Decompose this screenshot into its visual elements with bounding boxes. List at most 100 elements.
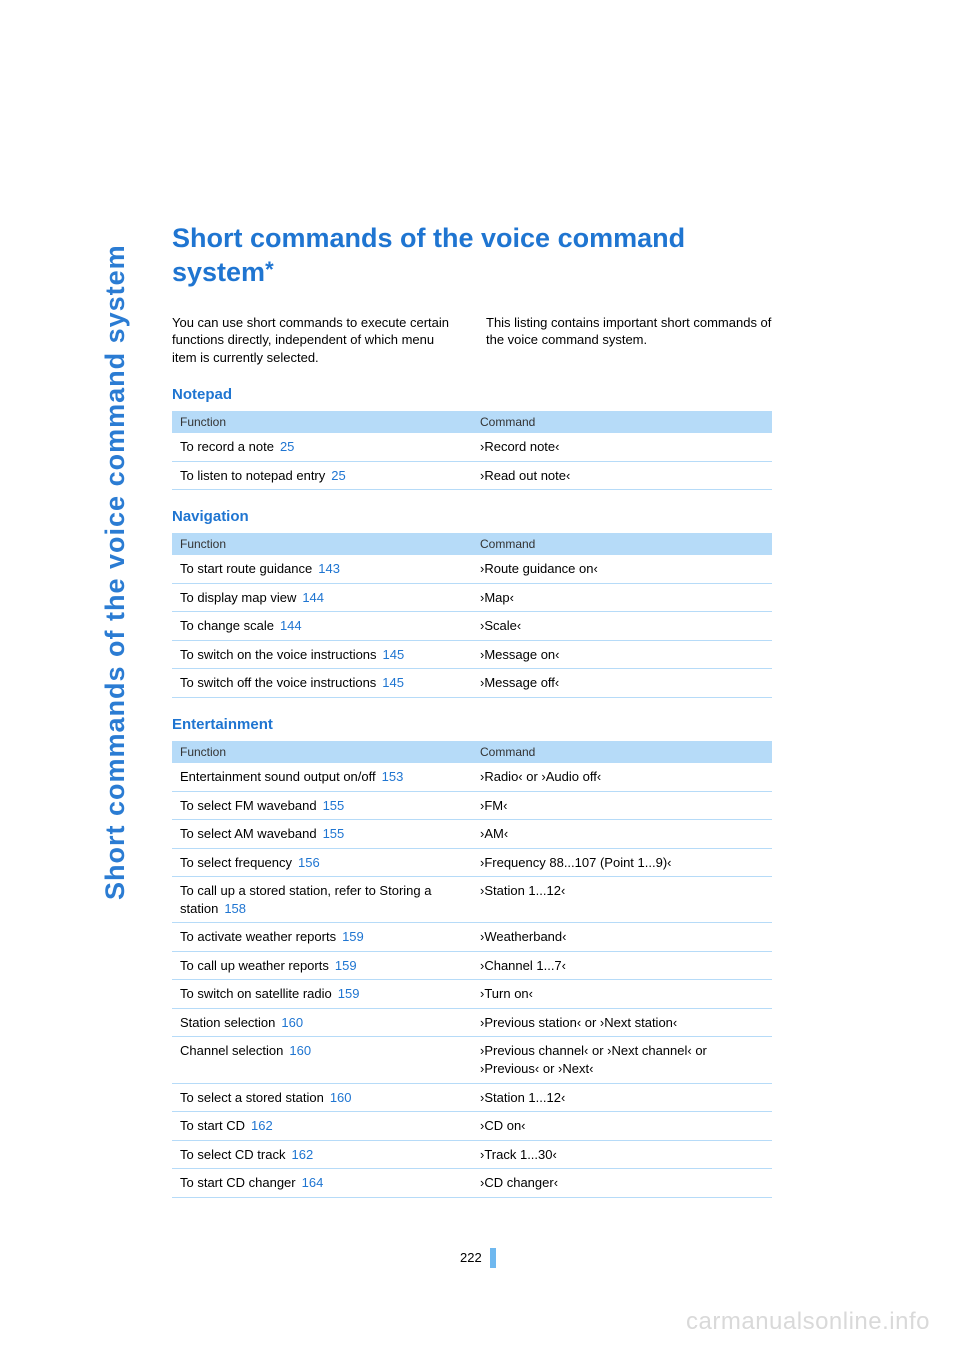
page-number-bar-icon bbox=[490, 1248, 496, 1268]
page-reference[interactable]: 25 bbox=[280, 439, 294, 454]
section-heading: Notepad bbox=[172, 386, 772, 403]
command-cell: ›Radio‹ or ›Audio off‹ bbox=[472, 763, 772, 791]
page-reference[interactable]: 155 bbox=[323, 826, 345, 841]
column-header-function: Function bbox=[172, 741, 472, 763]
page-reference[interactable]: 160 bbox=[330, 1090, 352, 1105]
function-text: To start CD changer bbox=[180, 1175, 296, 1190]
function-text: To record a note bbox=[180, 439, 274, 454]
table-row: To switch on the voice instructions 145 ›M… bbox=[172, 640, 772, 669]
function-cell: To select frequency156 bbox=[172, 848, 472, 877]
page-title-text: Short commands of the voice command syst… bbox=[172, 223, 685, 287]
command-cell: ›Message off‹ bbox=[472, 669, 772, 698]
table-row: To display map view144›Map‹ bbox=[172, 583, 772, 612]
table-row: To listen to notepad entry 25 ›Read out no… bbox=[172, 461, 772, 490]
page-reference[interactable]: 160 bbox=[281, 1015, 303, 1030]
command-cell: ›CD changer‹ bbox=[472, 1169, 772, 1198]
function-text: To select AM waveband bbox=[180, 826, 317, 841]
table-row: To select frequency156›Frequency 88...10… bbox=[172, 848, 772, 877]
function-cell: To listen to notepad entry 25 bbox=[172, 461, 472, 490]
table-row: To record a note 25 ›Record note‹ bbox=[172, 433, 772, 461]
intro-columns: You can use short commands to execute ce… bbox=[172, 314, 772, 367]
function-cell: To select CD track162 bbox=[172, 1140, 472, 1169]
command-cell: ›AM‹ bbox=[472, 820, 772, 849]
table-row: To select FM waveband155›FM‹ bbox=[172, 791, 772, 820]
function-text: To switch on the voice instructions bbox=[180, 647, 377, 662]
function-text: To call up a stored station, refer to St… bbox=[180, 883, 431, 916]
function-cell: To select FM waveband155 bbox=[172, 791, 472, 820]
page-reference[interactable]: 155 bbox=[323, 798, 345, 813]
table-row: To switch on satellite radio 159 ›Turn on‹ bbox=[172, 980, 772, 1009]
function-text: To call up weather reports bbox=[180, 958, 329, 973]
sidebar-chapter-title: Short commands of the voice command syst… bbox=[100, 244, 131, 900]
table-row: To start CD changer 164 ›CD changer‹ bbox=[172, 1169, 772, 1198]
page-reference[interactable]: 159 bbox=[342, 929, 364, 944]
page-reference[interactable]: 144 bbox=[302, 590, 324, 605]
page-reference[interactable]: 153 bbox=[382, 769, 404, 784]
command-cell: ›Turn on‹ bbox=[472, 980, 772, 1009]
table-row: To select a stored station160›Station 1.… bbox=[172, 1083, 772, 1112]
page-reference[interactable]: 143 bbox=[318, 561, 340, 576]
section-heading: Navigation bbox=[172, 508, 772, 525]
column-header-function: Function bbox=[172, 533, 472, 555]
function-text: To select a stored station bbox=[180, 1090, 324, 1105]
command-table: FunctionCommandEntertainment sound outpu… bbox=[172, 741, 772, 1198]
column-header-command: Command bbox=[472, 741, 772, 763]
command-cell: ›Message on‹ bbox=[472, 640, 772, 669]
function-text: To switch off the voice instructions bbox=[180, 675, 376, 690]
page-number-value: 222 bbox=[460, 1250, 482, 1265]
command-cell: ›Record note‹ bbox=[472, 433, 772, 461]
page-reference[interactable]: 160 bbox=[289, 1043, 311, 1058]
section-heading: Entertainment bbox=[172, 716, 772, 733]
page-reference[interactable]: 162 bbox=[291, 1147, 313, 1162]
command-cell: ›Frequency 88...107 (Point 1...9)‹ bbox=[472, 848, 772, 877]
table-row: To call up weather reports 159 ›Channel 1.… bbox=[172, 951, 772, 980]
intro-right: This listing contains important short co… bbox=[486, 314, 772, 367]
function-cell: To switch off the voice instructions 145 bbox=[172, 669, 472, 698]
function-cell: To call up weather reports 159 bbox=[172, 951, 472, 980]
function-cell: To select a stored station 160 bbox=[172, 1083, 472, 1112]
page-reference[interactable]: 159 bbox=[335, 958, 357, 973]
page-number: 222 bbox=[460, 1248, 496, 1268]
command-cell: ›FM‹ bbox=[472, 791, 772, 820]
function-text: To switch on satellite radio bbox=[180, 986, 332, 1001]
command-cell: ›Weatherband‹ bbox=[472, 923, 772, 952]
function-text: To activate weather reports bbox=[180, 929, 336, 944]
page-title: Short commands of the voice command syst… bbox=[172, 222, 772, 290]
table-row: To select CD track162›Track 1...30‹ bbox=[172, 1140, 772, 1169]
column-header-command: Command bbox=[472, 533, 772, 555]
function-text: Station selection bbox=[180, 1015, 275, 1030]
function-text: To start route guidance bbox=[180, 561, 312, 576]
page-reference[interactable]: 158 bbox=[224, 901, 246, 916]
command-cell: ›Channel 1...7‹ bbox=[472, 951, 772, 980]
function-cell: To display map view 144 bbox=[172, 583, 472, 612]
page-reference[interactable]: 156 bbox=[298, 855, 320, 870]
function-text: Channel selection bbox=[180, 1043, 283, 1058]
function-cell: To select AM waveband 155 bbox=[172, 820, 472, 849]
command-cell: ›Scale‹ bbox=[472, 612, 772, 641]
page-reference[interactable]: 145 bbox=[382, 675, 404, 690]
function-text: To display map view bbox=[180, 590, 296, 605]
function-text: To change scale bbox=[180, 618, 274, 633]
table-row: Channel selection160›Previous channel‹ o… bbox=[172, 1037, 772, 1083]
column-header-command: Command bbox=[472, 411, 772, 433]
command-cell: ›Station 1...12‹ bbox=[472, 877, 772, 923]
table-row: To start route guidance143›Route guidanc… bbox=[172, 555, 772, 583]
command-cell: ›Read out note‹ bbox=[472, 461, 772, 490]
page-reference[interactable]: 159 bbox=[338, 986, 360, 1001]
page-reference[interactable]: 145 bbox=[383, 647, 405, 662]
table-row: To select AM waveband 155 ›AM‹ bbox=[172, 820, 772, 849]
table-row: To call up a stored station, refer to St… bbox=[172, 877, 772, 923]
page-reference[interactable]: 164 bbox=[302, 1175, 324, 1190]
table-row: To switch off the voice instructions 145 ›… bbox=[172, 669, 772, 698]
watermark: carmanualsonline.info bbox=[686, 1308, 930, 1336]
page-reference[interactable]: 25 bbox=[331, 468, 345, 483]
function-text: To listen to notepad entry bbox=[180, 468, 325, 483]
table-row: To start CD162›CD on‹ bbox=[172, 1112, 772, 1141]
function-cell: To start route guidance 143 bbox=[172, 555, 472, 583]
asterisk-icon: * bbox=[265, 257, 274, 282]
page-reference[interactable]: 162 bbox=[251, 1118, 273, 1133]
command-table: FunctionCommand To record a note 25 ›Record… bbox=[172, 411, 772, 490]
function-cell: To activate weather reports 159 bbox=[172, 923, 472, 952]
page-reference[interactable]: 144 bbox=[280, 618, 302, 633]
column-header-function: Function bbox=[172, 411, 472, 433]
